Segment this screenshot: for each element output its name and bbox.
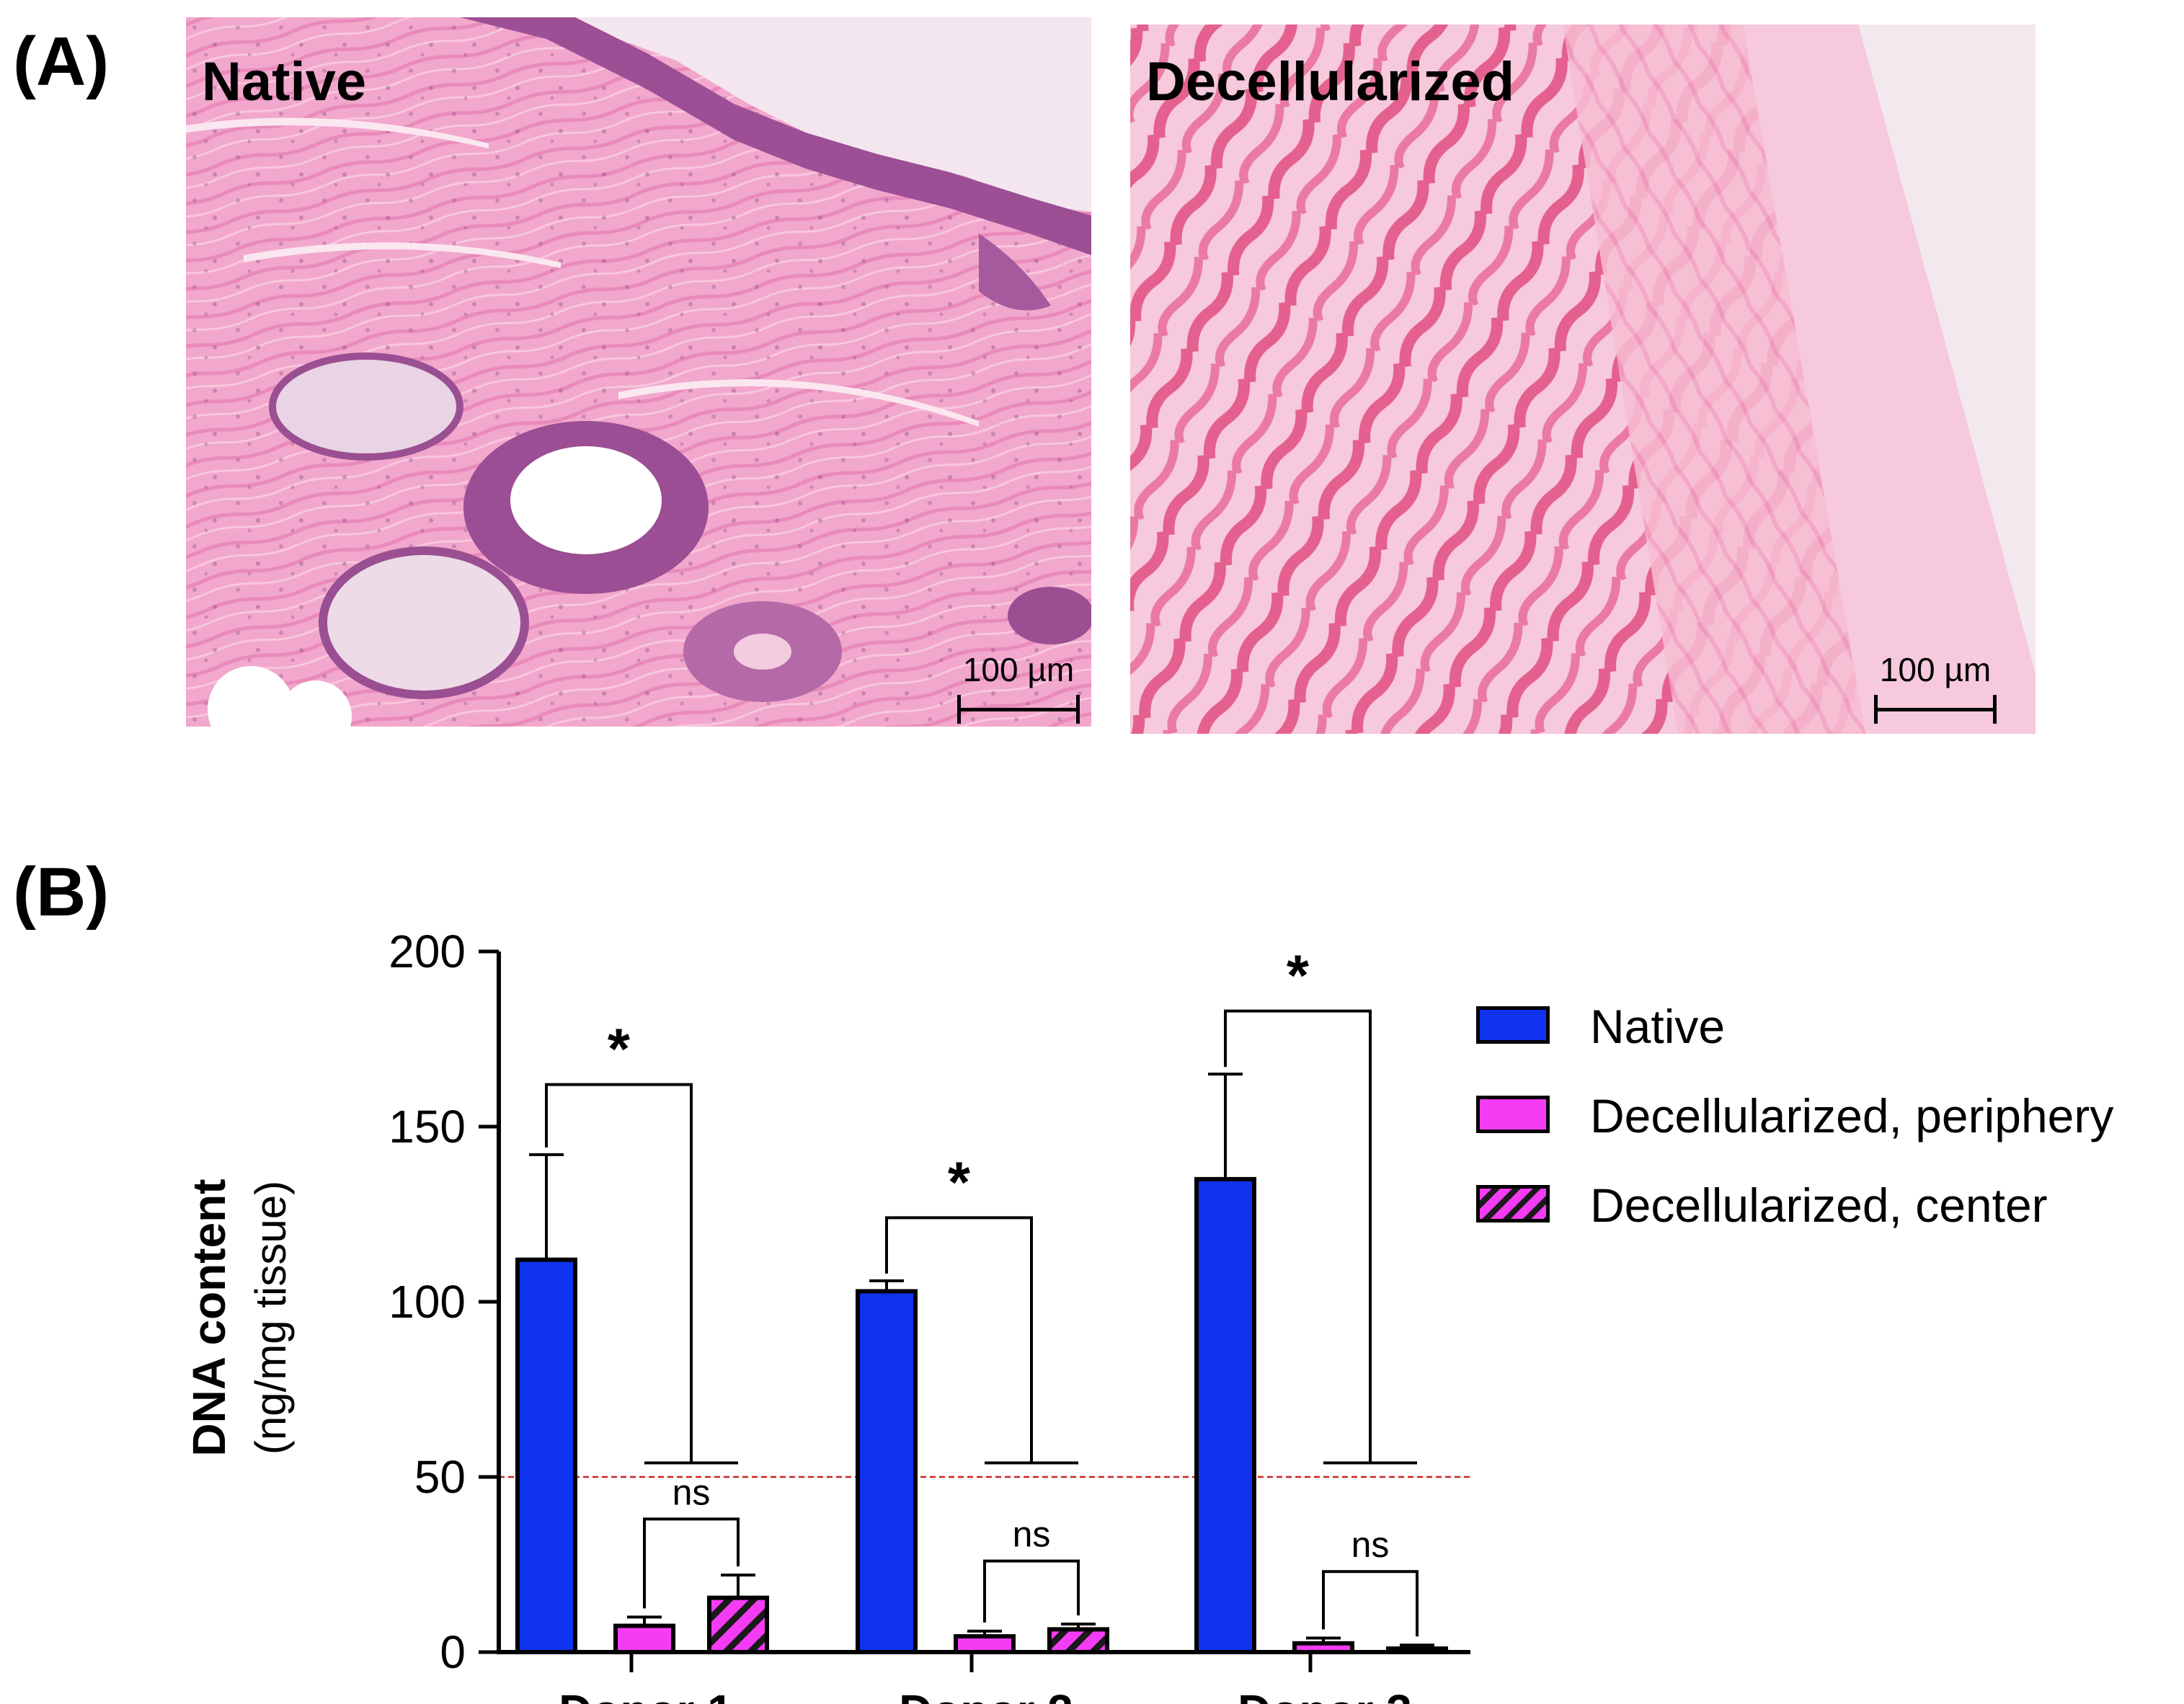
significance-bracket-0	[545, 1083, 693, 1463]
bar-0-2	[1194, 1176, 1256, 1654]
decellularized-scale-bar-label: 100 µm	[1879, 651, 1992, 688]
significance-label-2: *	[1287, 944, 1310, 1008]
ns-label-3: ns	[672, 1472, 711, 1512]
bar-1-1	[954, 1634, 1016, 1654]
bar-2-1	[1047, 1627, 1109, 1654]
bar-2-0	[707, 1595, 769, 1654]
y-axis-label-line2: (ng/mg tissue)	[247, 1181, 295, 1455]
ns-bracket-3	[643, 1517, 740, 1609]
significance-bracket-1	[885, 1216, 1033, 1463]
bar-0-0	[515, 1257, 577, 1655]
native-scale-bar-label: 100 µm	[962, 651, 1075, 688]
ns-bracket-4	[983, 1559, 1080, 1623]
legend-swatch-center	[1476, 1185, 1550, 1222]
native-title: Native	[202, 51, 367, 112]
legend-label-periphery: Decellularized, periphery	[1590, 1089, 2114, 1142]
bar-0-1	[856, 1289, 918, 1655]
significance-label-0: *	[608, 1017, 631, 1081]
y-axis-label-line1: DNA content	[183, 1179, 235, 1456]
ns-label-5: ns	[1351, 1525, 1390, 1565]
decellularized-scale-bar: 100 µm	[1874, 651, 1997, 724]
legend-swatch-native	[1476, 1006, 1550, 1044]
x-tick-label-1: Donor 2	[899, 1685, 1073, 1704]
legend-swatch-periphery	[1476, 1096, 1550, 1133]
native-scale-bar: 100 µm	[957, 651, 1080, 724]
decellularized-title: Decellularized	[1146, 51, 1515, 112]
ns-bracket-5	[1322, 1570, 1419, 1637]
significance-bracket-2	[1224, 1009, 1372, 1463]
chart-layer: * * * ns ns ns 0 50 100 150 200 Donor 1 Donor 2 Donor…	[389, 926, 1470, 1704]
y-tick-label-4: 200	[389, 926, 466, 977]
y-tick-label-2: 100	[389, 1276, 466, 1328]
decellularized-tissue-image	[1130, 25, 2036, 734]
y-tick-label-0: 0	[440, 1626, 466, 1678]
significance-label-1: *	[948, 1150, 971, 1214]
bar-1-0	[613, 1623, 675, 1655]
y-tick-label-3: 150	[389, 1101, 466, 1153]
x-tick-label-0: Donor 1	[559, 1685, 733, 1704]
panel-a-label: (A)	[13, 23, 110, 100]
decellularized-micrograph: Decellularized 100 µm	[1130, 25, 2036, 734]
ns-label-4: ns	[1013, 1514, 1051, 1555]
x-tick-label-2: Donor 3	[1238, 1685, 1412, 1704]
legend-label-native: Native	[1590, 1000, 1726, 1053]
y-tick-label-1: 50	[414, 1451, 466, 1503]
dna-content-chart: * * * ns ns ns 0 50 100 150 200 Donor 1 Donor 2 Donor…	[183, 926, 1470, 1704]
legend-label-center: Decellularized, center	[1590, 1179, 2048, 1232]
native-micrograph: Native 100 µm	[186, 17, 1091, 727]
native-tissue-image	[186, 17, 1091, 727]
panel-b-label: (B)	[13, 853, 110, 931]
